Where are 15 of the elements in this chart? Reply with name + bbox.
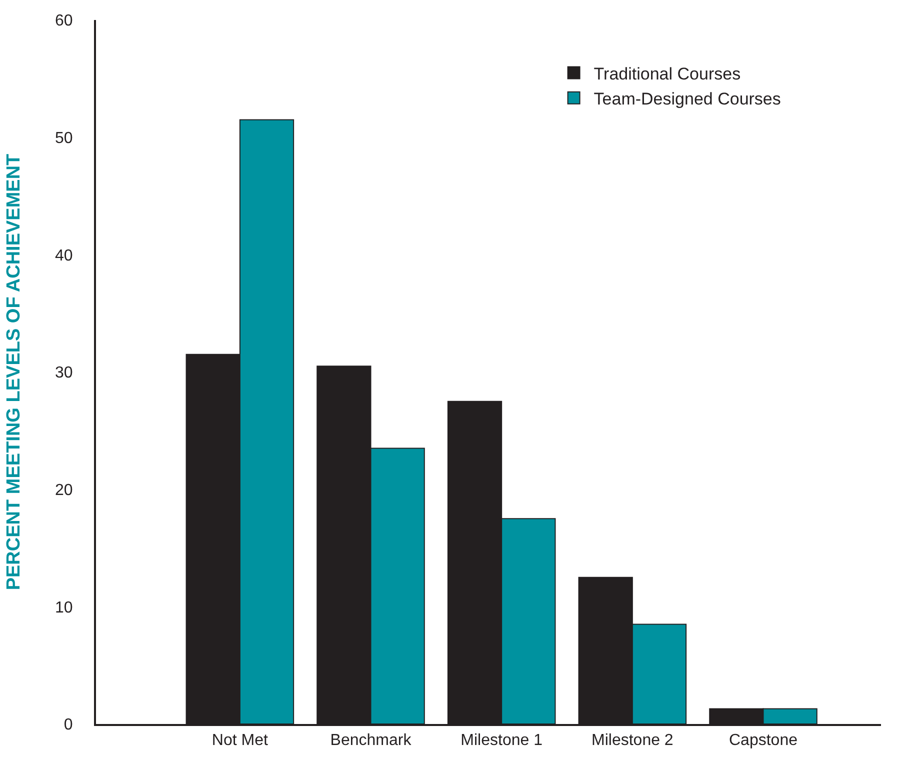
y-tick-label: 30 — [55, 364, 73, 382]
x-tick-label: Capstone — [729, 732, 798, 750]
y-tick-label: 20 — [55, 482, 73, 499]
y-axis-title: PERCENT MEETING LEVELS OF ACHIEVEMENT — [3, 153, 24, 590]
x-tick-label: Milestone 2 — [592, 732, 674, 750]
legend-label: Traditional Courses — [594, 64, 741, 84]
y-tick-label: 0 — [64, 716, 73, 734]
y-tick-label: 50 — [55, 130, 73, 147]
legend-label: Team-Designed Courses — [594, 89, 781, 108]
x-tick-label: Not Met — [212, 732, 268, 750]
y-tick-label: 10 — [55, 599, 73, 616]
x-tick-label: Milestone 1 — [460, 732, 543, 750]
y-tick-label: 60 — [55, 12, 73, 30]
y-tick-label: 40 — [55, 247, 73, 264]
x-tick-label: Benchmark — [330, 732, 412, 750]
